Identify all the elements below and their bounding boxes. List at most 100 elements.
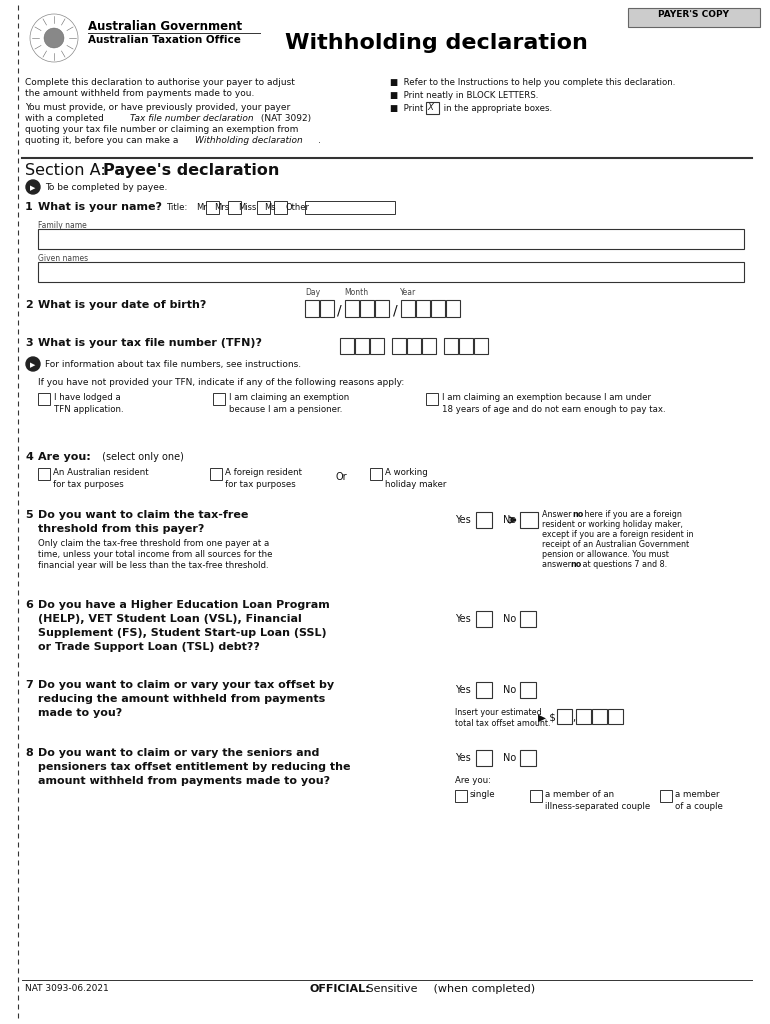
Bar — [273, 201, 286, 214]
Text: To be completed by payee.: To be completed by payee. — [45, 183, 167, 193]
Text: Withholding declaration: Withholding declaration — [195, 136, 303, 145]
Text: 18 years of age and do not earn enough to pay tax.: 18 years of age and do not earn enough t… — [442, 406, 665, 414]
Bar — [392, 338, 406, 354]
Text: Complete this declaration to authorise your payer to adjust: Complete this declaration to authorise y… — [25, 78, 295, 87]
Text: 3: 3 — [25, 338, 32, 348]
Text: Sensitive: Sensitive — [363, 984, 417, 994]
Bar — [520, 750, 536, 766]
Text: I have lodged a: I have lodged a — [54, 393, 121, 402]
Text: at questions 7 and 8.: at questions 7 and 8. — [580, 560, 667, 569]
Text: No: No — [503, 614, 516, 624]
Text: illness-separated couple: illness-separated couple — [545, 802, 650, 811]
Text: (when completed): (when completed) — [430, 984, 535, 994]
Text: ,: , — [572, 713, 575, 723]
Bar — [608, 709, 623, 724]
Bar — [592, 709, 607, 724]
Text: single: single — [470, 790, 496, 799]
Text: resident or working holiday maker,: resident or working holiday maker, — [542, 520, 683, 529]
Text: ▶ $: ▶ $ — [538, 713, 556, 723]
Bar — [320, 300, 334, 317]
Text: pension or allowance. You must: pension or allowance. You must — [542, 550, 669, 559]
Text: here if you are a foreign: here if you are a foreign — [582, 510, 682, 519]
Text: no: no — [570, 560, 581, 569]
Text: in the appropriate boxes.: in the appropriate boxes. — [441, 104, 552, 113]
Text: answer: answer — [542, 560, 574, 569]
Text: Answer: Answer — [542, 510, 574, 519]
Text: Payee's declaration: Payee's declaration — [103, 163, 280, 178]
Bar — [38, 262, 744, 282]
Text: Yes: Yes — [455, 515, 470, 525]
Text: ■  Refer to the Instructions to help you complete this declaration.: ■ Refer to the Instructions to help you … — [390, 78, 675, 87]
Bar — [476, 682, 492, 698]
Text: Insert your estimated: Insert your estimated — [455, 708, 542, 717]
Bar — [474, 338, 488, 354]
Text: Do you want to claim the tax-free: Do you want to claim the tax-free — [38, 510, 249, 520]
Text: Miss: Miss — [238, 203, 256, 212]
Text: financial year will be less than the tax-free threshold.: financial year will be less than the tax… — [38, 561, 269, 570]
Bar — [444, 338, 458, 354]
Text: 2: 2 — [25, 300, 33, 310]
Circle shape — [26, 180, 40, 194]
Text: the amount withheld from payments made to you.: the amount withheld from payments made t… — [25, 89, 254, 98]
Text: (NAT 3092): (NAT 3092) — [258, 114, 311, 123]
Bar — [38, 393, 50, 406]
Text: I am claiming an exemption because I am under: I am claiming an exemption because I am … — [442, 393, 651, 402]
Text: I am claiming an exemption: I am claiming an exemption — [229, 393, 350, 402]
Bar — [401, 300, 415, 317]
Text: Withholding declaration: Withholding declaration — [285, 33, 588, 53]
Text: a member: a member — [675, 790, 719, 799]
Bar — [407, 338, 421, 354]
Text: Family name: Family name — [38, 221, 87, 230]
Text: You must provide, or have previously provided, your payer: You must provide, or have previously pro… — [25, 103, 290, 112]
Text: A foreign resident: A foreign resident — [225, 468, 302, 477]
Text: Only claim the tax-free threshold from one payer at a: Only claim the tax-free threshold from o… — [38, 539, 270, 548]
Bar — [305, 300, 319, 317]
Text: with a completed: with a completed — [25, 114, 107, 123]
Bar — [576, 709, 591, 724]
Text: Are you:: Are you: — [38, 452, 91, 462]
Text: /: / — [337, 304, 342, 318]
Text: No: No — [503, 515, 516, 525]
Text: Tax file number declaration: Tax file number declaration — [130, 114, 253, 123]
Text: 6: 6 — [25, 600, 33, 610]
Text: made to you?: made to you? — [38, 708, 122, 718]
Bar — [345, 300, 359, 317]
Bar — [422, 338, 436, 354]
Text: total tax offset amount.: total tax offset amount. — [455, 719, 551, 728]
Text: Or: Or — [335, 472, 346, 482]
Text: Do you want to claim or vary your tax offset by: Do you want to claim or vary your tax of… — [38, 680, 334, 690]
Bar — [229, 201, 242, 214]
Text: holiday maker: holiday maker — [385, 480, 447, 489]
Text: If you have not provided your TFN, indicate if any of the following reasons appl: If you have not provided your TFN, indic… — [38, 378, 404, 387]
Text: Are you:: Are you: — [455, 776, 491, 785]
Text: X: X — [427, 103, 433, 112]
Text: ■  Print: ■ Print — [390, 104, 426, 113]
Text: Month: Month — [344, 288, 368, 297]
Text: Section A:: Section A: — [25, 163, 111, 178]
Text: reducing the amount withheld from payments: reducing the amount withheld from paymen… — [38, 694, 325, 705]
Text: quoting your tax file number or claiming an exemption from: quoting your tax file number or claiming… — [25, 125, 299, 134]
Text: Supplement (FS), Student Start-up Loan (SSL): Supplement (FS), Student Start-up Loan (… — [38, 628, 326, 638]
Bar — [370, 468, 382, 480]
Text: Mrs: Mrs — [214, 203, 229, 212]
Text: 7: 7 — [25, 680, 33, 690]
Text: Yes: Yes — [455, 614, 470, 624]
Bar — [431, 300, 445, 317]
Bar — [476, 750, 492, 766]
Bar — [355, 338, 369, 354]
Text: because I am a pensioner.: because I am a pensioner. — [229, 406, 343, 414]
Text: What is your name?: What is your name? — [38, 202, 162, 212]
Bar — [210, 468, 222, 480]
Text: Given names: Given names — [38, 254, 88, 263]
Bar — [426, 393, 438, 406]
Text: An Australian resident: An Australian resident — [53, 468, 149, 477]
Text: (select only one): (select only one) — [99, 452, 184, 462]
Bar — [340, 338, 354, 354]
Text: Ms: Ms — [264, 203, 276, 212]
Bar — [476, 611, 492, 627]
Bar — [530, 790, 542, 802]
Text: Do you have a Higher Education Loan Program: Do you have a Higher Education Loan Prog… — [38, 600, 330, 610]
Text: Title:: Title: — [167, 203, 189, 212]
Bar — [476, 512, 492, 528]
Bar — [305, 201, 395, 214]
